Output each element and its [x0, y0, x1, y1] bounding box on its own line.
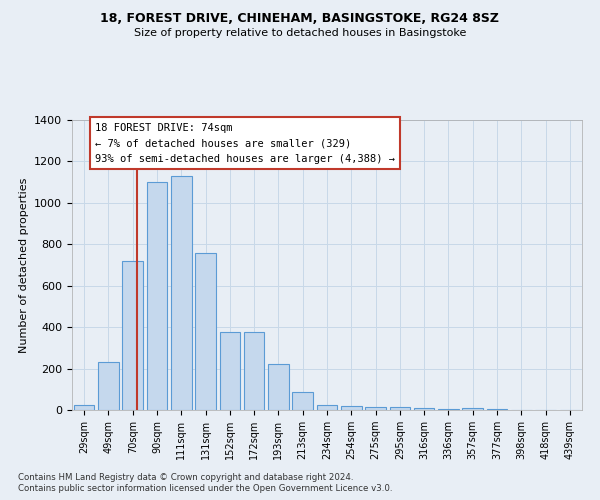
Text: Size of property relative to detached houses in Basingstoke: Size of property relative to detached ho…: [134, 28, 466, 38]
Bar: [74, 405, 94, 410]
Text: Contains HM Land Registry data © Crown copyright and database right 2024.: Contains HM Land Registry data © Crown c…: [18, 472, 353, 482]
Bar: [292, 392, 313, 410]
Bar: [146, 182, 167, 410]
Bar: [317, 405, 337, 410]
Bar: [414, 408, 434, 410]
Bar: [122, 261, 143, 410]
Y-axis label: Number of detached properties: Number of detached properties: [19, 178, 29, 352]
Bar: [438, 409, 459, 410]
Bar: [220, 332, 240, 410]
Bar: [171, 176, 191, 410]
Bar: [195, 252, 216, 410]
Bar: [244, 332, 265, 410]
Text: 18, FOREST DRIVE, CHINEHAM, BASINGSTOKE, RG24 8SZ: 18, FOREST DRIVE, CHINEHAM, BASINGSTOKE,…: [101, 12, 499, 26]
Bar: [365, 407, 386, 410]
Text: 18 FOREST DRIVE: 74sqm
← 7% of detached houses are smaller (329)
93% of semi-det: 18 FOREST DRIVE: 74sqm ← 7% of detached …: [95, 122, 395, 164]
Bar: [389, 407, 410, 410]
Bar: [463, 408, 483, 410]
Bar: [98, 362, 119, 410]
Bar: [268, 364, 289, 410]
Bar: [341, 406, 362, 410]
Text: Contains public sector information licensed under the Open Government Licence v3: Contains public sector information licen…: [18, 484, 392, 493]
